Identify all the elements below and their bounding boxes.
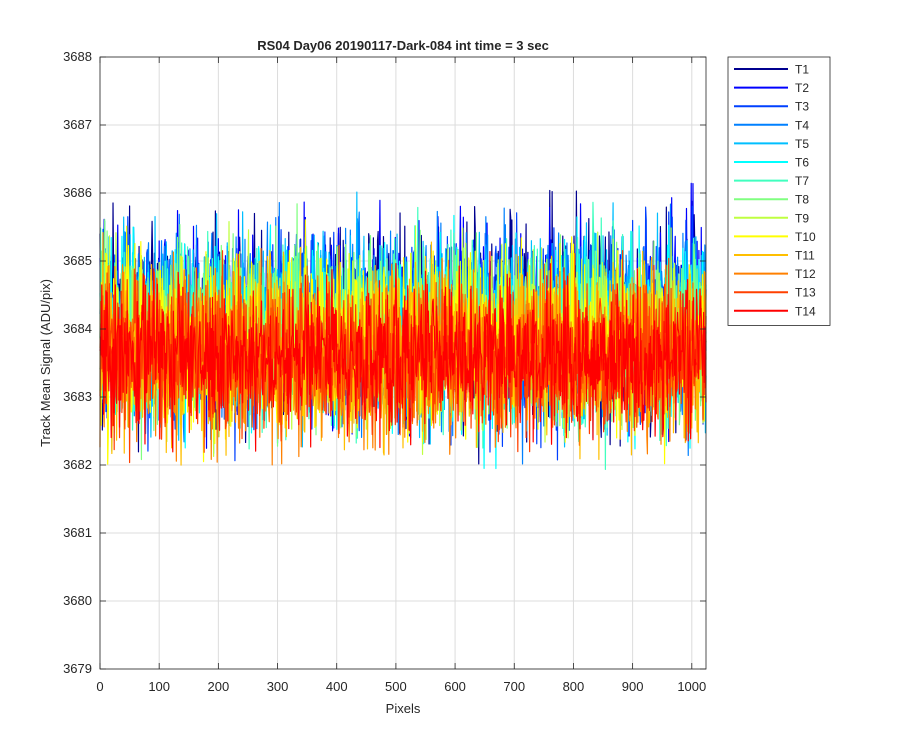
x-tick-label: 200: [208, 679, 230, 694]
x-tick-label: 300: [267, 679, 289, 694]
legend-label: T4: [795, 118, 809, 132]
y-tick-label: 3687: [63, 117, 92, 132]
legend-label: T3: [795, 100, 809, 114]
legend-label: T9: [795, 211, 809, 225]
chart-title: RS04 Day06 20190117-Dark-084 int time = …: [257, 38, 549, 53]
y-tick-label: 3681: [63, 525, 92, 540]
legend-label: T10: [795, 230, 816, 244]
legend-label: T8: [795, 193, 809, 207]
legend-label: T5: [795, 137, 809, 151]
y-axis-label: Track Mean Signal (ADU/pix): [38, 279, 53, 447]
x-tick-label: 800: [563, 679, 585, 694]
x-tick-label: 700: [503, 679, 525, 694]
x-tick-label: 400: [326, 679, 348, 694]
y-tick-label: 3688: [63, 49, 92, 64]
legend-label: T12: [795, 267, 816, 281]
x-tick-label: 900: [622, 679, 644, 694]
x-tick-label: 100: [148, 679, 170, 694]
y-tick-label: 3679: [63, 661, 92, 676]
y-tick-label: 3682: [63, 457, 92, 472]
series-line-t14: [99, 250, 707, 453]
legend-label: T2: [795, 81, 809, 95]
legend-box: [727, 56, 831, 326]
series-lines: [99, 182, 707, 471]
x-tick-label: 500: [385, 679, 407, 694]
y-tick-label: 3685: [63, 253, 92, 268]
x-axis-label: Pixels: [386, 701, 421, 716]
y-tick-label: 3683: [63, 389, 92, 404]
y-tick-label: 3680: [63, 593, 92, 608]
legend-label: T1: [795, 63, 809, 77]
legend-label: T11: [795, 249, 815, 263]
legend: T1 T2 T3 T4 T5 T6 T7 T8 T9 T10 T11 T12 T13 T14: [727, 56, 831, 326]
y-tick-label: 3684: [63, 321, 92, 336]
x-tick-label: 0: [96, 679, 103, 694]
legend-label: T14: [795, 304, 816, 318]
plot-frame: [99, 56, 707, 670]
x-tick-label: 1000: [677, 679, 706, 694]
legend-label: T13: [795, 286, 816, 300]
x-tick-label: 600: [444, 679, 466, 694]
axis-ticks: 0 100 200 300 400 500 600 700 800 900 1000 3679 3680…: [63, 49, 706, 694]
legend-label: T6: [795, 156, 809, 170]
y-tick-label: 3686: [63, 185, 92, 200]
legend-label: T7: [795, 174, 809, 188]
